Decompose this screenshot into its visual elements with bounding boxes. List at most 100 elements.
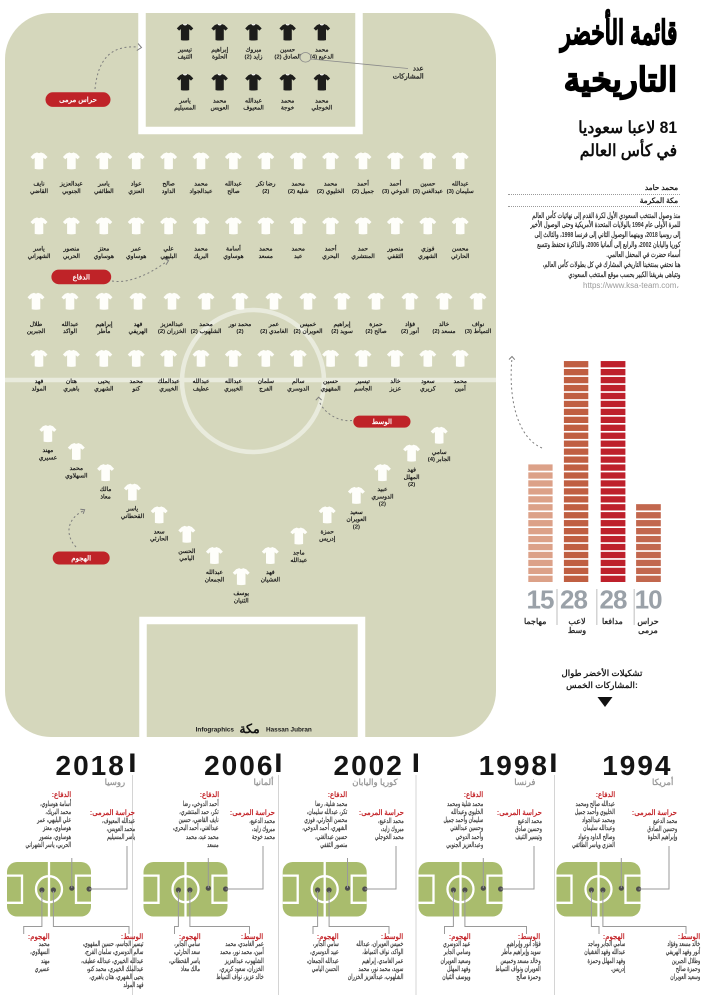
svg-text:نايف: نايف xyxy=(33,181,45,188)
svg-text:البريك: البريك xyxy=(193,253,208,260)
svg-text:الخيبري: الخيبري xyxy=(224,385,243,392)
svg-text:هوساوي: هوساوي xyxy=(223,253,243,260)
svg-text:عزيز: عزيز xyxy=(389,386,402,392)
svg-text:الدوسري: الدوسري xyxy=(287,385,310,392)
svg-text:الدوخي (3): الدوخي (3) xyxy=(382,188,409,195)
svg-text:الطائفي: الطائفي xyxy=(94,188,114,195)
svg-text:الجابر (4): الجابر (4) xyxy=(428,456,451,463)
svg-text:القاضي: القاضي xyxy=(30,188,48,195)
svg-text:وسط: وسط xyxy=(568,626,586,636)
svg-text:أمين: أمين xyxy=(455,383,466,392)
svg-text:مدافعا: مدافعا xyxy=(602,617,623,626)
svg-text:الحلوة: الحلوة xyxy=(212,54,228,61)
svg-text:(2): (2) xyxy=(262,189,269,195)
svg-text:28: 28 xyxy=(560,585,587,615)
svg-text:الجنوبي: الجنوبي xyxy=(62,188,81,195)
svg-text:مأطر: مأطر xyxy=(97,326,111,335)
svg-text:محمد: محمد xyxy=(291,247,304,253)
svg-text:العنزي: العنزي xyxy=(128,188,144,195)
svg-text:أسامة: أسامة xyxy=(226,244,241,253)
svg-text:عبدالله: عبدالله xyxy=(452,181,469,188)
svg-text:سليمان (3): سليمان (3) xyxy=(447,188,474,195)
svg-text:هتان: هتان xyxy=(66,378,77,385)
svg-text:لاعب: لاعب xyxy=(568,617,585,626)
svg-text:أنور (2): أنور (2) xyxy=(401,326,419,335)
svg-text:العويران: العويران xyxy=(346,516,367,523)
svg-text:سعد: سعد xyxy=(154,530,165,536)
svg-text:سالم: سالم xyxy=(292,378,305,385)
svg-text:عبدالغني (3): عبدالغني (3) xyxy=(413,188,444,195)
svg-text:كنو: كنو xyxy=(131,385,140,392)
svg-text:عمر: عمر xyxy=(130,247,142,253)
svg-text:الخوجلي: الخوجلي xyxy=(311,105,332,112)
svg-text:صالح: صالح xyxy=(162,181,174,188)
svg-text:عمر: عمر xyxy=(268,322,280,328)
svg-text:الثنيف: الثنيف xyxy=(178,54,193,61)
svg-text:اليامي: اليامي xyxy=(179,555,194,562)
svg-text:حمد: حمد xyxy=(358,247,368,253)
svg-text:خميس: خميس xyxy=(300,322,317,328)
svg-text:محمد: محمد xyxy=(194,247,207,253)
svg-text:الغامدي (2): الغامدي (2) xyxy=(260,328,288,335)
svg-text:محمد: محمد xyxy=(194,182,207,188)
svg-text:الصادق (2): الصادق (2) xyxy=(274,54,301,61)
svg-text:ماجد: ماجد xyxy=(293,550,305,557)
svg-text:خوجة: خوجة xyxy=(281,106,295,112)
svg-text:تشكيلات الأخضر طوال: تشكيلات الأخضر طوال xyxy=(562,667,644,679)
svg-text:تيسير: تيسير xyxy=(177,47,192,53)
svg-text:إبراهيم: إبراهيم xyxy=(334,321,351,328)
svg-text:أحمد: أحمد xyxy=(357,179,369,188)
svg-text:(2): (2) xyxy=(379,502,386,508)
svg-text:محمد نور: محمد نور xyxy=(228,322,252,328)
svg-text:المهلل: المهلل xyxy=(404,474,420,481)
svg-text:عبدالعزيز: عبدالعزيز xyxy=(160,321,184,328)
svg-text:حسين: حسين xyxy=(323,379,339,385)
svg-text:أحمد: أحمد xyxy=(325,244,337,253)
svg-text:إبراهيم: إبراهيم xyxy=(211,46,228,53)
svg-text:(2): (2) xyxy=(408,482,415,488)
svg-text:ياسر: ياسر xyxy=(32,246,45,253)
svg-text:صالح: صالح xyxy=(227,188,239,195)
svg-text:الجبرين: الجبرين xyxy=(27,328,46,335)
svg-text:الشهراني: الشهراني xyxy=(28,253,51,260)
svg-text:15: 15 xyxy=(527,585,554,615)
svg-text:القحطاني: القحطاني xyxy=(121,513,145,520)
svg-text:ياسر: ياسر xyxy=(178,98,191,105)
svg-text:الوسط: الوسط xyxy=(372,418,392,426)
svg-text:فؤاد: فؤاد xyxy=(405,321,415,328)
svg-text:Infographics: Infographics xyxy=(196,727,235,734)
svg-text:جميل (2): جميل (2) xyxy=(352,188,374,195)
svg-text:سلمان: سلمان xyxy=(258,378,274,385)
svg-text:يحيى: يحيى xyxy=(98,379,110,385)
svg-text:عبدالله: عبدالله xyxy=(62,321,79,328)
svg-text:المشاركات: المشاركات xyxy=(393,73,424,81)
svg-text:علي: علي xyxy=(163,246,174,253)
svg-text:محمد: محمد xyxy=(281,99,294,105)
svg-text:محمد: محمد xyxy=(291,182,304,188)
svg-text:مرمى: مرمى xyxy=(638,626,658,636)
svg-text:خالد: خالد xyxy=(439,321,450,328)
svg-text:نواف: نواف xyxy=(472,321,485,328)
svg-text:محسن: محسن xyxy=(452,247,469,253)
svg-text:منصور: منصور xyxy=(386,247,403,253)
svg-text:سعود: سعود xyxy=(421,379,435,385)
svg-text:سامي: سامي xyxy=(432,449,447,456)
svg-text:عبدالله: عبدالله xyxy=(245,98,262,105)
svg-text:مهاجما: مهاجما xyxy=(524,617,546,627)
svg-text:حراس مرمى: حراس مرمى xyxy=(59,96,97,104)
svg-text:عبدالملك: عبدالملك xyxy=(158,378,181,385)
svg-text:محمد: محمد xyxy=(315,99,328,105)
svg-text:طلال: طلال xyxy=(30,321,43,328)
svg-text:محمد: محمد xyxy=(213,99,226,105)
svg-text:المقهوي: المقهوي xyxy=(321,385,342,392)
svg-text:الشهري: الشهري xyxy=(94,385,114,392)
svg-text:عبدالله: عبدالله xyxy=(290,557,307,564)
svg-text:محمد: محمد xyxy=(129,379,142,385)
svg-text:الجاسم: الجاسم xyxy=(354,385,372,392)
svg-text:الدوسري: الدوسري xyxy=(371,493,394,500)
svg-text:كريري: كريري xyxy=(420,385,436,392)
svg-text:المولد: المولد xyxy=(32,385,47,392)
svg-text:الخيبري: الخيبري xyxy=(159,385,178,392)
svg-text:الثقفي: الثقفي xyxy=(387,253,403,260)
svg-text:معتز: معتز xyxy=(97,247,109,253)
